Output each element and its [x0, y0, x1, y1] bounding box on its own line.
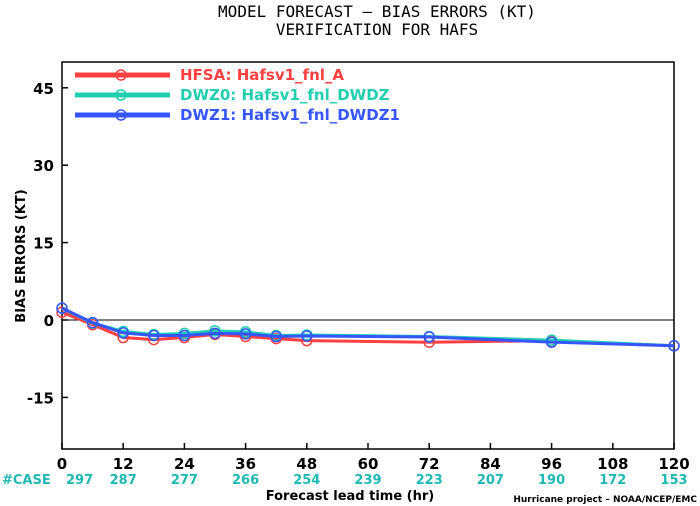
series-3-point	[148, 329, 160, 342]
case-count-value: 287	[110, 473, 137, 488]
x-tick-label: 36	[235, 455, 256, 473]
x-tick-label: 12	[113, 455, 134, 473]
case-count-value: 277	[171, 473, 198, 488]
y-tick-label: 15	[33, 235, 54, 253]
legend-marker-3	[115, 109, 127, 121]
x-tick-label: 0	[57, 455, 67, 473]
case-count-value: 207	[477, 473, 504, 488]
x-tick-label: 96	[541, 455, 562, 473]
series-3-point	[178, 329, 191, 342]
series-3-point	[56, 302, 68, 314]
series-1-point	[56, 306, 68, 319]
series-3-point	[270, 330, 282, 343]
case-count-value: 190	[538, 473, 565, 488]
series-3-point	[209, 327, 221, 340]
series-3-point	[545, 336, 558, 348]
case-count-value: 153	[660, 473, 687, 488]
y-tick-label: 45	[33, 80, 54, 98]
series-3-point	[668, 340, 680, 352]
case-count-value: 266	[232, 473, 259, 488]
x-tick-label: 60	[358, 455, 379, 473]
case-count-label: #CASE	[2, 473, 51, 488]
legend-label-3: DWZ1: Hafsv1_fnl_DWDZ1	[180, 106, 400, 124]
x-tick-label: 24	[174, 455, 195, 473]
x-tick-label: 48	[296, 455, 317, 473]
case-count-value: 297	[66, 473, 93, 488]
x-tick-label: 108	[597, 455, 628, 473]
y-axis-label: BIAS ERRORS (KT)	[14, 189, 29, 322]
series-3-point	[423, 331, 435, 343]
legend-label-2: DWZ0: Hafsv1_fnl_DWDZ	[180, 86, 390, 104]
case-count-value: 172	[599, 473, 626, 488]
case-count-value: 254	[293, 473, 320, 488]
legend-label-1: HFSA: Hafsv1_fnl_A	[180, 66, 344, 84]
x-tick-label: 84	[480, 455, 501, 473]
series-3-point	[117, 327, 129, 339]
series-3-point	[301, 330, 313, 342]
series-3-point	[86, 316, 99, 329]
y-tick-label: 30	[33, 157, 54, 175]
credit-text: Hurricane project – NOAA/NCEP/EMC	[513, 495, 697, 505]
legend-marker-1	[115, 69, 127, 81]
case-count-value: 223	[416, 473, 443, 488]
x-tick-label: 120	[658, 455, 689, 473]
y-tick-label: 0	[44, 312, 54, 330]
chart-subtitle: VERIFICATION FOR HAFS	[276, 20, 478, 39]
y-tick-label: -15	[27, 389, 54, 407]
case-count-value: 239	[354, 473, 381, 488]
x-tick-label: 72	[419, 455, 440, 473]
series-3-point	[239, 328, 252, 340]
legend-marker-2	[115, 89, 127, 101]
chart-title: MODEL FORECAST – BIAS ERRORS (KT)	[218, 2, 536, 21]
x-axis-label: Forecast lead time (hr)	[266, 489, 434, 504]
